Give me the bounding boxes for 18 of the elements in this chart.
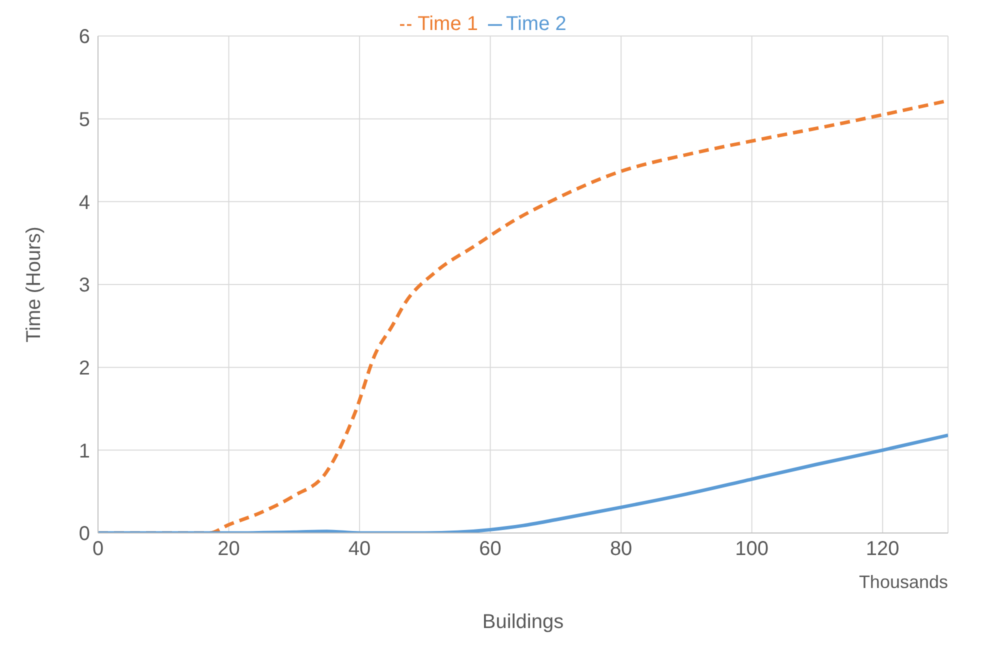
x-tick-label: 120 — [866, 538, 900, 560]
legend-label: Time 1 — [418, 13, 478, 35]
y-tick-label: 0 — [78, 523, 90, 546]
y-axis-title: Time (Hours) — [23, 226, 46, 342]
text: Thousands — [858, 572, 948, 593]
y-tick-label: 1 — [78, 440, 90, 462]
y-tick-label: 3 — [78, 274, 90, 297]
x-tick-label: 100 — [735, 538, 769, 560]
y-tick-label: 6 — [78, 26, 90, 48]
y-tick-label: 4 — [78, 192, 90, 214]
x-axis-title: Buildings — [482, 611, 564, 633]
legend-label: Time 2 — [506, 13, 566, 35]
x-tick-label: 20 — [218, 538, 240, 560]
x-tick-label: 40 — [348, 538, 371, 560]
x-tick-label: 60 — [479, 538, 502, 560]
x-tick-label: 80 — [610, 538, 632, 560]
y-tick-label: 2 — [78, 357, 90, 380]
y-tick-label: 5 — [78, 108, 90, 131]
